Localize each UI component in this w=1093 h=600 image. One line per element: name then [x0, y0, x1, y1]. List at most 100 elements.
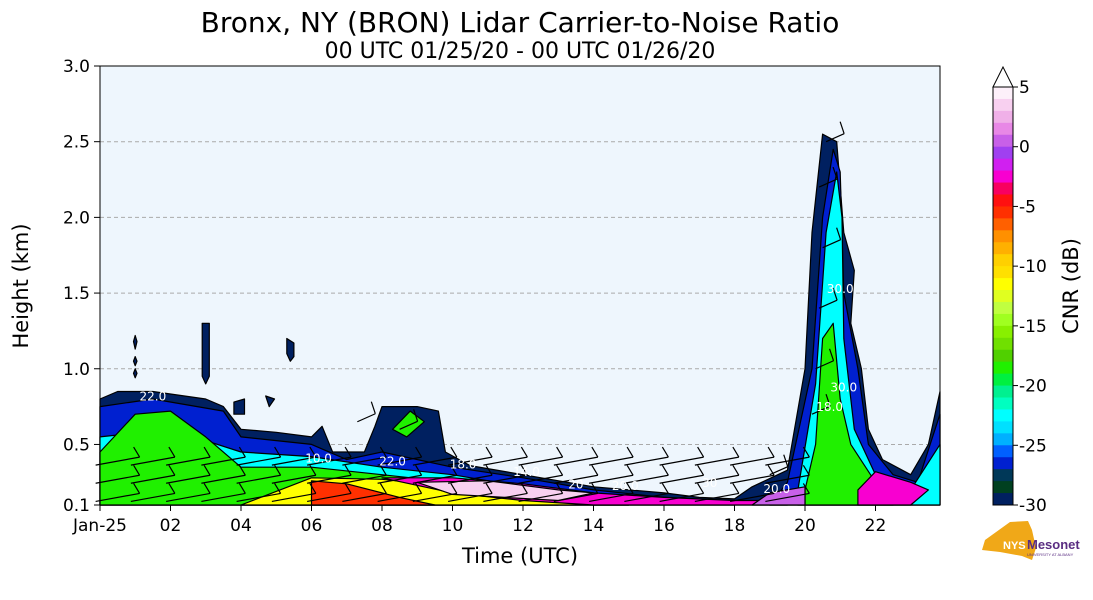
colorbar-swatch — [993, 337, 1013, 351]
wind-barb — [412, 492, 457, 503]
wind-barb — [271, 492, 316, 503]
wind-barb — [811, 405, 831, 415]
contour-labels: 22.0 10.0 22.0 18.0 14.0 20 20.0 30 20.0 30.0 30.0… — [140, 282, 858, 496]
wind-barb — [659, 492, 704, 503]
wind-barb-flag — [767, 446, 775, 458]
plot-frame — [99, 65, 941, 506]
wind-barb — [815, 360, 834, 370]
wind-barb — [818, 178, 838, 188]
wind-barb — [95, 456, 140, 466]
colorbar-swatch — [993, 146, 1013, 160]
contour-label: 10.0 — [305, 452, 332, 466]
wind-barb — [377, 492, 422, 503]
wind-barb — [342, 474, 387, 484]
wind-barb — [730, 456, 775, 466]
wind-barb — [201, 456, 246, 466]
wind-barb-flag — [203, 446, 211, 458]
wind-barb — [130, 474, 175, 484]
wind-barb — [95, 492, 140, 503]
contour-label: 22.0 — [140, 390, 167, 404]
wind-barb — [765, 474, 810, 484]
cnr-region — [132, 368, 138, 379]
colorbar-swatch — [993, 469, 1013, 482]
wind-barbs — [95, 121, 845, 503]
contour-label: 30 — [702, 476, 717, 490]
colorbar-swatch — [993, 409, 1013, 422]
wind-barb-flag — [732, 464, 740, 476]
colorbar-swatch — [993, 481, 1013, 494]
wind-barb-flag — [697, 446, 705, 458]
colorbar-extend-arrow — [992, 65, 1014, 88]
wind-barb-flag — [344, 464, 352, 476]
colorbar-swatch — [993, 206, 1013, 219]
wind-barb — [307, 456, 352, 466]
wind-barb-flag — [828, 348, 835, 361]
cnr-field — [99, 133, 941, 506]
wind-barb-flag — [415, 464, 423, 476]
wind-barb — [357, 413, 376, 423]
colorbar-swatch — [993, 266, 1013, 279]
wind-barb-flag — [309, 446, 317, 458]
wind-barb-flag — [556, 464, 564, 476]
colorbar-swatch — [993, 182, 1013, 195]
wind-barb-flag — [274, 464, 282, 476]
wind-barb — [694, 492, 739, 503]
wind-barb — [730, 474, 775, 484]
wind-barb-flag — [274, 483, 282, 494]
wind-barb-flag — [203, 483, 211, 494]
colorbar-swatch — [993, 397, 1013, 410]
wind-barb-flag — [556, 446, 564, 458]
wind-barb-flag — [732, 483, 740, 494]
contour-label: 22.0 — [379, 455, 406, 469]
cnr-region — [132, 334, 138, 350]
wind-barb-flag — [168, 464, 176, 476]
y-tick-label: 0.1 — [63, 496, 90, 516]
colorbar-tick-label: -10 — [1019, 257, 1047, 277]
wind-barb-flag — [661, 464, 669, 476]
nys-mesonet-logo: NYS Mesonet UNIVERSITY AT ALBANY — [982, 521, 1080, 560]
wind-barb-flag — [413, 409, 419, 422]
colorbar-swatch — [993, 242, 1013, 255]
contour-label: 14.0 — [513, 465, 540, 479]
x-tick-label: 22 — [865, 516, 887, 536]
wind-barb-flag — [591, 483, 599, 494]
colorbar-swatch — [993, 194, 1013, 207]
wind-barb — [448, 492, 493, 503]
wind-barb-flag — [238, 446, 246, 458]
x-tick-label: 18 — [724, 516, 746, 536]
wind-barb — [624, 492, 669, 503]
colorbar-swatch — [993, 170, 1013, 184]
colorbar-swatch — [993, 373, 1013, 387]
wind-barb-flag — [832, 166, 838, 180]
y-axis-ticks: 0.1 0.5 1.0 1.5 2.0 2.5 3.0 — [63, 57, 100, 516]
wind-barb-flag — [591, 464, 599, 476]
wind-barb — [166, 474, 211, 484]
x-axis-label: Time (UTC) — [461, 544, 578, 568]
wind-barb-flag — [732, 446, 740, 458]
wind-barb — [399, 420, 418, 430]
y-tick-label: 1.5 — [63, 284, 90, 304]
colorbar-tick-label: -25 — [1019, 436, 1047, 456]
wind-barb — [553, 474, 598, 484]
colorbar-swatch — [993, 385, 1013, 399]
wind-barb — [518, 474, 563, 484]
colorbar-tick-label: -30 — [1019, 496, 1047, 516]
wind-barb-flag — [238, 464, 246, 476]
wind-barb — [307, 474, 352, 484]
contour-label: 20.0 — [612, 479, 639, 493]
wind-barb-flag — [802, 446, 810, 458]
colorbar-swatch — [993, 457, 1013, 470]
contour-label: 30.0 — [827, 282, 854, 296]
wind-barb — [236, 474, 281, 484]
wind-barb-flag — [168, 446, 176, 458]
wind-barb-flag — [520, 464, 528, 476]
wind-barb — [694, 474, 739, 484]
wind-barb — [483, 456, 528, 466]
wind-barb-flag — [415, 483, 423, 494]
chart-title: Bronx, NY (BRON) Lidar Carrier-to-Noise … — [201, 6, 840, 39]
wind-barb-flag — [556, 483, 564, 494]
wind-barb — [271, 474, 316, 484]
wind-barb-flag — [309, 464, 317, 476]
cnr-region — [265, 395, 276, 408]
